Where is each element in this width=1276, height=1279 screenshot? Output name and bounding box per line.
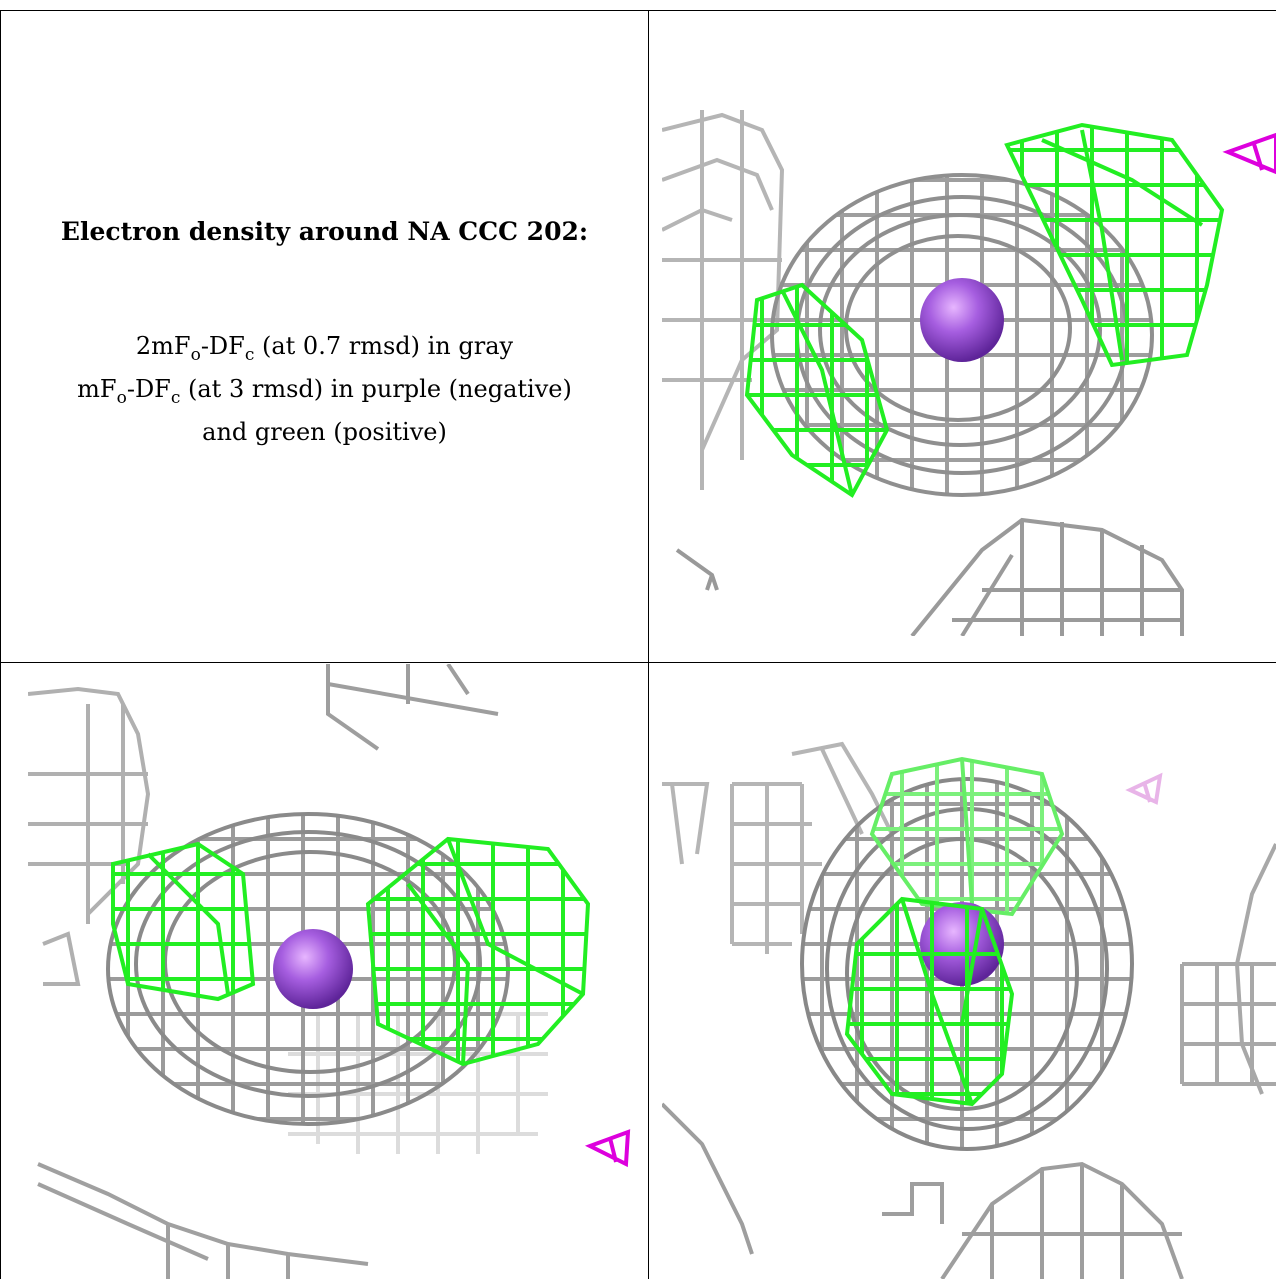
positive-density-outline-right	[365, 836, 591, 1067]
density-view-1	[662, 110, 1276, 636]
negative-density-marker-icon	[1222, 132, 1276, 175]
density-fragment-small	[675, 548, 719, 591]
sodium-atom	[273, 929, 353, 1009]
view-top-right	[662, 30, 1276, 636]
density-fragment-lower	[910, 517, 1184, 636]
positive-density-outline-lower	[844, 896, 1015, 1107]
density-fragment-left	[662, 110, 785, 490]
positive-density-outline-left	[744, 282, 890, 498]
legend-line-green: and green (positive)	[202, 417, 447, 446]
caption-title: Electron density around NA CCC 202:	[60, 217, 589, 246]
table-divider-horizontal	[0, 662, 1276, 663]
density-fragment-top	[326, 664, 499, 751]
density-fragment-left	[28, 686, 151, 986]
positive-density-lobe-right	[368, 839, 588, 1064]
density-view-3	[662, 741, 1276, 1279]
view-bottom-right	[662, 664, 1276, 1279]
density-view-2	[28, 664, 631, 1279]
positive-density-lobe-left	[113, 844, 253, 999]
caption-cell: Electron density around NA CCC 202: 2mFo…	[1, 11, 648, 662]
positive-density-outline-left	[111, 841, 256, 1002]
positive-density-lobe-left	[747, 285, 887, 495]
table-border-left	[0, 10, 1, 1279]
legend-line-fofc: mFo-DFc (at 3 rmsd) in purple (negative)	[77, 374, 572, 408]
density-fragment-left	[662, 741, 894, 954]
caption-legend: 2mFo-DFc (at 0.7 rmsd) in gray mFo-DFc (…	[1, 329, 648, 449]
table-border-top	[0, 10, 1276, 11]
legend-line-2fofc: 2mFo-DFc (at 0.7 rmsd) in gray	[135, 332, 514, 365]
view-bottom-left	[28, 664, 634, 1279]
sodium-atom	[920, 902, 1004, 986]
density-fragment-bottom	[37, 1162, 369, 1279]
density-fragment-bottom	[662, 1102, 1184, 1279]
negative-density-marker-icon	[584, 1129, 631, 1168]
density-contours	[800, 777, 1134, 1151]
sodium-atom	[920, 278, 1004, 362]
table-divider-vertical	[648, 10, 649, 1279]
positive-density-outline-upper	[1004, 122, 1225, 368]
positive-density-lobe-upper	[872, 759, 1062, 914]
density-fragment-right	[1180, 843, 1276, 1095]
negative-density-marker-icon	[1125, 772, 1163, 805]
positive-density-outline-upper	[869, 756, 1065, 917]
